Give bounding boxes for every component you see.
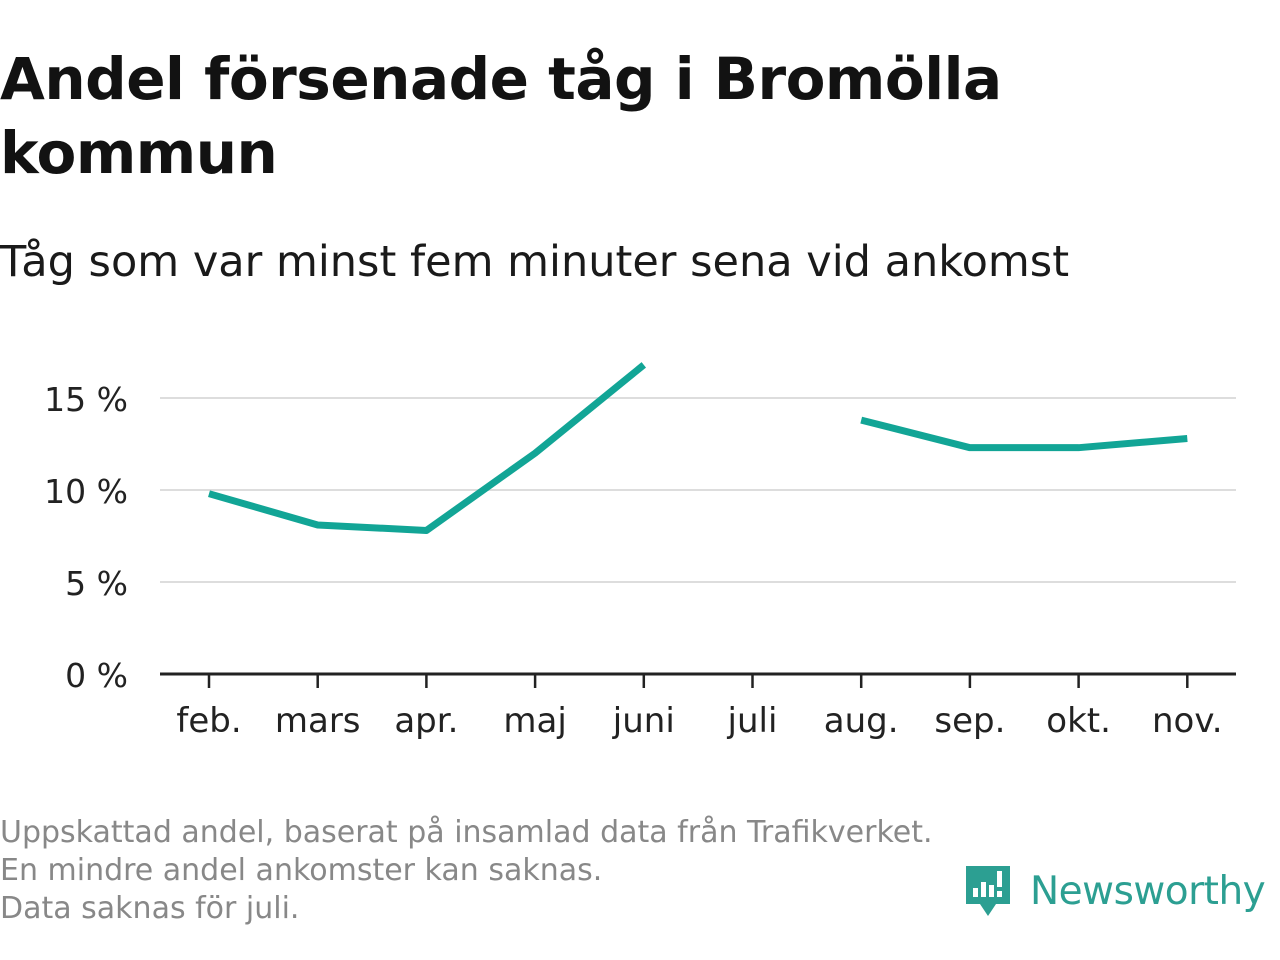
y-axis-ticks: 0 % 5 % 10 % 15 % <box>44 380 128 695</box>
series-line-segment <box>208 362 647 534</box>
x-tick-label: juli <box>727 701 778 741</box>
line-chart: 0 % 5 % 10 % 15 % feb. mars apr. maj juni juli au… <box>44 362 1236 741</box>
series-lines <box>208 362 1188 534</box>
x-tick-label: mars <box>275 701 361 741</box>
x-axis: feb. mars apr. maj juni juli aug. sep. okt. nov. <box>160 672 1236 741</box>
x-tick-label: juni <box>612 701 675 741</box>
y-tick-label: 5 % <box>65 564 128 603</box>
newsworthy-logo-icon <box>966 866 1010 916</box>
x-tick-label: sep. <box>934 701 1005 741</box>
footnote-source: Uppskattad andel, baserat på insamlad da… <box>0 815 933 888</box>
x-tick-label: feb. <box>176 701 241 741</box>
chart-subtitle: Tåg som var minst fem minuter sena vid a… <box>0 237 1070 287</box>
footnote-missing-data: Data saknas för juli. <box>0 891 300 926</box>
x-tick-label: maj <box>503 701 566 741</box>
y-tick-label: 10 % <box>44 472 128 511</box>
x-tick-label: aug. <box>824 701 899 741</box>
y-tick-label: 0 % <box>65 656 128 695</box>
x-tick-label: nov. <box>1152 701 1223 741</box>
x-tick-label: apr. <box>394 701 458 741</box>
brand-logo: Newsworthy <box>962 862 1266 920</box>
gridlines <box>160 397 1236 583</box>
brand-name: Newsworthy <box>1030 868 1266 914</box>
x-tick-label: okt. <box>1046 701 1111 741</box>
chart-title: Andel försenade tåg i Bromölla kommun <box>0 45 1002 187</box>
series-line-segment <box>860 416 1188 452</box>
footnote: Uppskattad andel, baserat på insamlad da… <box>0 814 940 928</box>
y-tick-label: 15 % <box>44 380 128 419</box>
